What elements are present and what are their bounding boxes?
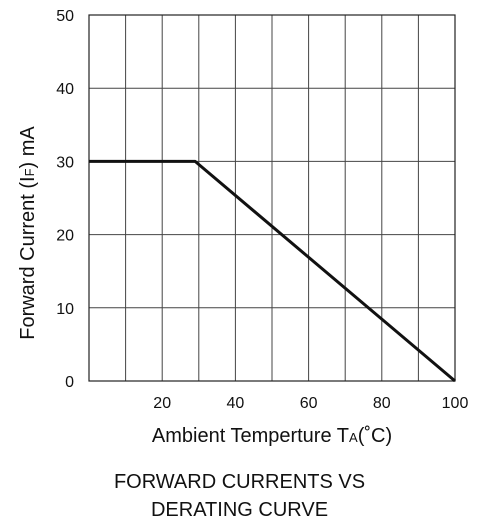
x-tick-label: 60	[300, 395, 318, 412]
x-tick-label: 80	[373, 395, 391, 412]
x-tick-label: 20	[153, 395, 171, 412]
chart-caption-line-1: FORWARD CURRENTS VS	[113, 471, 366, 493]
plot-frame	[88, 14, 456, 382]
y-tick-label: 10	[56, 301, 74, 318]
y-tick-label: 20	[56, 228, 74, 245]
series-line-forward-current	[89, 159, 456, 383]
y-tick-label: 30	[56, 154, 74, 171]
y-axis-title: Forward Current (IF) mA	[17, 126, 39, 340]
grid-lines	[89, 15, 455, 381]
x-tick-label: 100	[442, 395, 469, 412]
y-tick-label: 40	[56, 81, 74, 98]
y-tick-label: 0	[65, 374, 74, 391]
chart-caption-line-2: DERATING CURVE	[150, 499, 329, 521]
x-tick-label: 40	[227, 395, 245, 412]
x-tick-labels: 20 40 60 80 100	[153, 395, 468, 412]
x-axis-title: Ambient Temperture TA(˚C)	[152, 425, 392, 447]
y-tick-labels: 0 10 20 30 40 50	[56, 8, 74, 391]
derating-chart: 0 10 20 30 40 50 20 40 60 80 100 Forward Current …	[17, 8, 468, 447]
y-tick-label: 50	[56, 8, 74, 25]
